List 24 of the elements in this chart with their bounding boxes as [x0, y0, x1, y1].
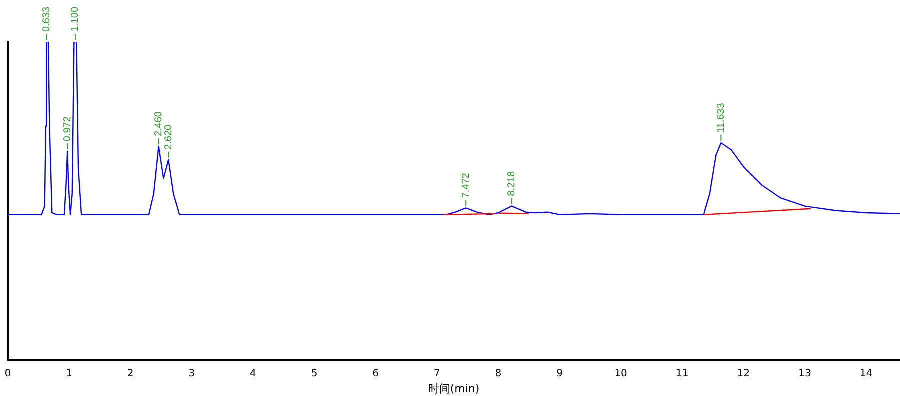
x-tick-label: 6 [372, 368, 380, 380]
annotation: 11.633 [716, 102, 727, 134]
x-tick-label: 10 [614, 368, 628, 380]
x-tick-label: 9 [556, 368, 563, 380]
x-tick-label: 2 [127, 368, 134, 380]
annotation: 7.472 [460, 172, 472, 198]
x-tick-label: 3 [188, 368, 196, 380]
x-tick-label: 12 [737, 368, 750, 380]
x-tick-label: 1 [66, 368, 72, 380]
x-tick-label: 11 [676, 368, 689, 380]
x-axis-title: 时间(min) [428, 382, 480, 396]
annotation: 2.620 [163, 124, 174, 150]
x-tick-label: 14 [860, 368, 873, 380]
x-tick-label: 8 [495, 368, 502, 380]
x-tick-label: 0 [4, 368, 12, 380]
annotation: 1.100 [70, 6, 82, 32]
annotation: 8.218 [506, 170, 518, 196]
x-tick-label: 7 [434, 368, 440, 380]
annotation: 2.460 [154, 111, 165, 137]
x-tick-label: 13 [798, 368, 812, 380]
x-tick-label: 5 [311, 368, 318, 380]
annotation: 0.972 [62, 116, 74, 142]
x-tick-label: 4 [250, 368, 256, 380]
annotation: 0.633 [42, 6, 53, 32]
